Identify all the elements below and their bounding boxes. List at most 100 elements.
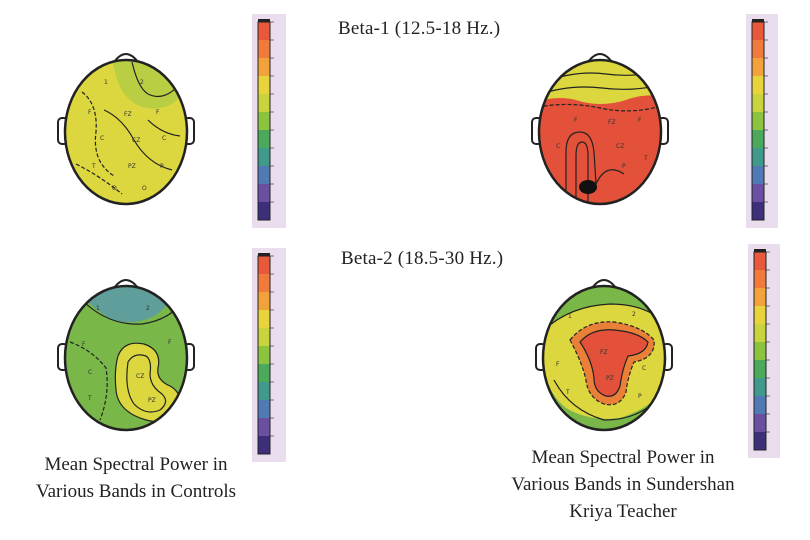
scale-segment	[754, 396, 766, 415]
scale-segment	[258, 364, 270, 383]
scale-segment	[258, 58, 270, 77]
scale-segment	[258, 292, 270, 311]
scale-segment	[258, 436, 270, 455]
svg-text:1: 1	[568, 313, 572, 320]
svg-text:2: 2	[140, 79, 144, 86]
scale-segment	[258, 166, 270, 185]
caption-teacher-line3: Kriya Teacher	[569, 501, 677, 522]
scale-segment	[752, 76, 764, 95]
band-label-beta1: Beta-1 (12.5-18 Hz.)	[338, 18, 501, 39]
band-label-beta2: Beta-2 (18.5-30 Hz.)	[341, 248, 504, 269]
svg-text:C: C	[88, 369, 92, 376]
caption-controls: Mean Spectral Power in Various Bands in …	[0, 451, 272, 505]
color-scale-controls-beta2	[252, 248, 286, 462]
svg-text:1: 1	[104, 79, 108, 86]
head-map-controls-beta2: 1 2 F F C CZ T PZ	[57, 279, 195, 432]
caption-teacher: Mean Spectral Power in Various Bands in …	[462, 444, 784, 525]
scale-segment	[258, 40, 270, 59]
svg-text:PZ: PZ	[148, 397, 156, 404]
scale-segment	[754, 432, 766, 451]
svg-text:CZ: CZ	[616, 143, 624, 150]
svg-text:FZ: FZ	[124, 111, 132, 118]
head-map-teacher-beta2: 1 2 F FZ C T PZ P	[535, 279, 673, 432]
svg-text:F: F	[82, 341, 86, 348]
caption-controls-line2: Various Bands in Controls	[35, 481, 237, 502]
svg-text:F: F	[88, 109, 92, 116]
svg-text:T: T	[91, 163, 96, 170]
scale-segment	[258, 400, 270, 419]
scale-segment	[258, 184, 270, 203]
scale-segment	[754, 378, 766, 397]
scale-segment	[258, 310, 270, 329]
scale-segment	[754, 342, 766, 361]
svg-text:F: F	[168, 339, 172, 346]
scale-cap	[752, 19, 764, 22]
scale-segment	[752, 112, 764, 131]
svg-text:2: 2	[632, 311, 636, 318]
scale-segment	[754, 306, 766, 325]
svg-text:2: 2	[146, 305, 150, 312]
svg-text:C: C	[100, 135, 104, 142]
scale-segment	[752, 202, 764, 221]
scale-segment	[752, 130, 764, 149]
svg-text:C: C	[556, 143, 560, 150]
svg-text:T: T	[565, 389, 570, 396]
scale-segment	[258, 418, 270, 437]
color-scale-teacher-beta2	[748, 244, 780, 458]
svg-text:F: F	[638, 117, 642, 124]
scale-segment	[752, 184, 764, 203]
svg-text:P: P	[638, 393, 642, 400]
scale-segment	[258, 274, 270, 293]
svg-text:CZ: CZ	[132, 137, 140, 144]
scale-segment	[752, 40, 764, 59]
svg-text:F: F	[556, 361, 560, 368]
svg-text:CZ: CZ	[136, 373, 144, 380]
scale-cap	[754, 249, 766, 252]
svg-text:F: F	[574, 117, 578, 124]
scale-segment	[258, 202, 270, 221]
svg-text:P: P	[160, 163, 164, 170]
scale-segment	[258, 256, 270, 275]
svg-text:O: O	[112, 185, 117, 192]
color-scale-controls-beta1	[252, 14, 286, 228]
svg-text:FZ: FZ	[600, 349, 608, 356]
scale-segment	[258, 328, 270, 347]
scale-cap	[258, 253, 270, 256]
scale-segment	[752, 58, 764, 77]
caption-teacher-line2: Various Bands in Sundershan	[511, 474, 735, 495]
svg-text:F: F	[156, 109, 160, 116]
scale-segment	[258, 94, 270, 113]
scale-segment	[754, 270, 766, 289]
caption-controls-line1: Mean Spectral Power in	[44, 454, 228, 475]
svg-text:O: O	[142, 185, 147, 192]
scale-segment	[754, 324, 766, 343]
scale-cap	[258, 19, 270, 22]
scale-segment	[754, 414, 766, 433]
scale-segment	[258, 76, 270, 95]
head-map-teacher-beta1: F FZ F C CZ P T	[531, 53, 669, 206]
scale-segment	[752, 166, 764, 185]
svg-text:PZ: PZ	[606, 375, 614, 382]
scale-segment	[752, 94, 764, 113]
scale-segment	[258, 130, 270, 149]
scale-segment	[258, 382, 270, 401]
scale-segment	[754, 252, 766, 271]
svg-text:C: C	[642, 365, 646, 372]
scale-segment	[752, 22, 764, 41]
scale-segment	[754, 288, 766, 307]
head-map-controls-beta1: 1 2 F FZ F C CZ C T PZ P O O	[57, 53, 195, 206]
scale-segment	[258, 148, 270, 167]
color-scale-teacher-beta1	[746, 14, 778, 228]
caption-teacher-line1: Mean Spectral Power in	[531, 447, 715, 468]
svg-text:C: C	[162, 135, 166, 142]
svg-text:1: 1	[96, 305, 100, 312]
scale-segment	[752, 148, 764, 167]
svg-text:FZ: FZ	[608, 119, 616, 126]
svg-text:PZ: PZ	[128, 163, 136, 170]
scale-segment	[754, 360, 766, 379]
scale-segment	[258, 112, 270, 131]
scale-segment	[258, 22, 270, 41]
svg-text:T: T	[643, 155, 648, 162]
svg-text:T: T	[87, 395, 92, 402]
scale-segment	[258, 346, 270, 365]
